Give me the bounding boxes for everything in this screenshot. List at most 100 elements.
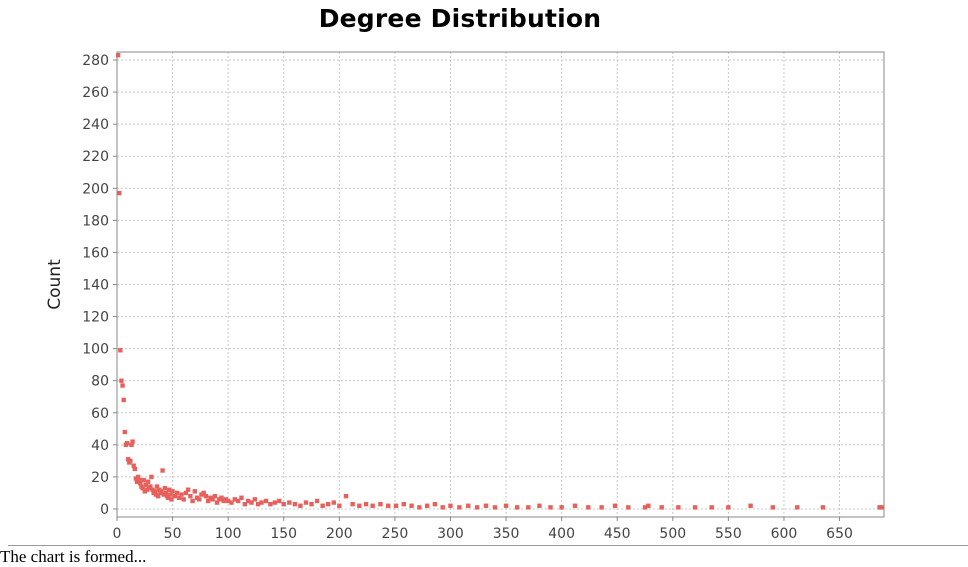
data-point [188,493,193,499]
data-point [726,505,731,510]
data-point [483,503,489,508]
data-point [357,503,362,508]
data-point [168,492,173,497]
data-point [148,484,153,489]
data-point [122,429,127,435]
data-point [642,505,648,510]
data-point [448,503,453,508]
data-point [157,487,162,492]
data-point [118,348,123,353]
data-point [386,503,391,508]
data-point [120,383,125,388]
x-tick-label: 100 [215,526,242,540]
data-point [179,492,184,497]
grid-layer [117,52,884,517]
data-point [134,479,140,484]
data-point [170,489,175,494]
data-point [167,487,172,492]
data-point [145,479,151,484]
data-point [142,489,147,494]
data-point [133,476,139,481]
data-point [185,487,191,492]
data-point [210,497,215,502]
data-point [165,495,171,500]
data-point [263,498,269,504]
data-point [225,498,231,504]
data-point [259,500,264,505]
data-point [393,503,399,508]
x-tick-label: 650 [826,526,853,540]
y-tick-label: 280 [82,53,109,69]
data-point [119,378,124,383]
data-point [320,503,325,508]
data-point [514,505,520,510]
data-point [401,501,406,507]
y-tick-label: 200 [82,181,109,197]
x-tick-label: 600 [771,526,798,540]
data-point [879,505,884,510]
data-point [492,505,498,510]
data-point [197,497,202,502]
data-point [117,190,122,196]
y-tick-label: 260 [82,85,109,101]
data-point [612,503,618,508]
data-point [135,474,141,480]
data-point [125,457,131,462]
y-tick-label: 160 [82,245,109,261]
data-point [239,495,244,500]
data-point [153,492,159,497]
data-point [526,505,531,510]
data-point [192,489,198,494]
data-point [245,498,251,504]
x-tick-label: 450 [604,526,631,540]
data-point [242,501,248,507]
data-point [440,505,445,510]
data-point [160,468,165,473]
data-point [277,498,282,504]
data-point [281,501,286,507]
data-point [820,505,826,510]
data-point [223,497,229,502]
data-point [190,498,195,504]
data-point [370,503,375,508]
data-point [203,493,209,499]
data-point [199,492,204,497]
data-point [169,497,174,502]
data-point [586,505,591,510]
data-point [132,466,137,472]
footer-text: The chart is formed... [0,547,147,566]
data-point [163,490,169,496]
data-point [214,500,220,505]
data-point [128,458,133,464]
data-point [217,497,222,502]
x-tick-label: 500 [659,526,686,540]
data-points [115,53,884,510]
data-point [124,441,130,446]
data-point [337,503,342,508]
data-point [177,495,182,500]
y-tick-label: 180 [82,213,109,229]
data-point [659,505,664,510]
data-point [143,482,149,488]
y-tick-label: 120 [82,310,109,326]
data-point [221,498,226,504]
data-point [252,497,258,502]
x-tick-label: 50 [164,526,182,540]
y-tick-label: 240 [82,117,109,133]
y-tick-label: 100 [82,342,109,358]
x-tick-label: 400 [548,526,575,540]
data-point [417,505,422,510]
data-point [287,500,292,505]
y-tick-label: 80 [91,374,109,390]
data-point [559,505,564,510]
plot-background [117,52,884,517]
data-point [140,485,145,491]
data-point [121,397,126,403]
data-point [646,503,651,508]
data-point [141,477,146,483]
data-point [137,477,142,483]
data-point [537,503,542,508]
y-tick-label: 40 [91,438,109,454]
data-point [131,463,136,468]
data-point [235,498,241,504]
